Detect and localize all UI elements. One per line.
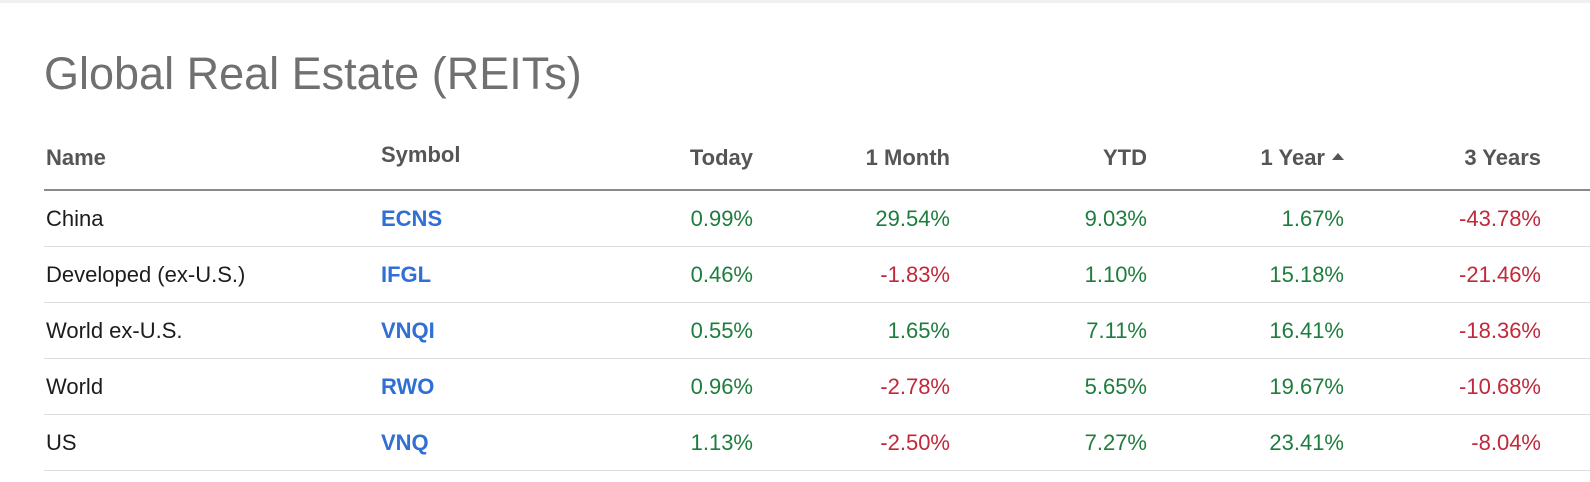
column-header-name[interactable]: Name [46, 144, 106, 170]
column-header-1-month[interactable]: 1 Month [865, 144, 950, 170]
row-ytd-value: 7.27% [1084, 429, 1147, 455]
column-header-1-year[interactable]: 1 Year [1261, 126, 1344, 189]
row-year1-value: 16.41% [1269, 317, 1344, 343]
row-today-value: 0.99% [690, 205, 753, 231]
table-header-row: Name Symbol Today 1 Month YTD 1 Year 3 Y… [44, 126, 1590, 191]
row-symbol-cell: RWO [381, 359, 434, 414]
row-symbol-cell: IFGL [381, 247, 431, 302]
row-symbol-cell: VNQ [381, 415, 429, 470]
row-today-value: 0.55% [690, 317, 753, 343]
row-year1-value: 23.41% [1269, 429, 1344, 455]
row-year3-value: -18.36% [1459, 317, 1541, 343]
symbol-link[interactable]: VNQI [381, 317, 435, 343]
column-header-3-years[interactable]: 3 Years [1464, 144, 1541, 170]
row-month-value: 1.65% [887, 317, 950, 343]
symbol-link[interactable]: ECNS [381, 205, 443, 231]
row-symbol-cell: ECNS [381, 191, 442, 246]
reits-table: Name Symbol Today 1 Month YTD 1 Year 3 Y… [44, 126, 1590, 471]
column-header-today[interactable]: Today [689, 144, 753, 170]
table-row: World RWO 0.96% -2.78% 5.65% 19.67% -10.68% [44, 359, 1590, 415]
row-year3-value: -8.04% [1471, 429, 1541, 455]
top-divider [0, 0, 1590, 3]
row-symbol-cell: VNQI [381, 303, 435, 358]
column-header-1-year-label: 1 Year [1260, 144, 1325, 170]
symbol-link[interactable]: VNQ [381, 429, 429, 455]
row-month-value: -2.78% [880, 373, 950, 399]
row-today-value: 0.96% [690, 373, 753, 399]
row-ytd-value: 5.65% [1084, 373, 1147, 399]
row-year3-value: -10.68% [1459, 373, 1541, 399]
row-month-value: -1.83% [880, 261, 950, 287]
symbol-link[interactable]: RWO [381, 373, 435, 399]
row-name: China [46, 205, 104, 231]
row-name: World [46, 373, 104, 399]
table-row: China ECNS 0.99% 29.54% 9.03% 1.67% -43.78% [44, 191, 1590, 247]
table-row: Developed (ex-U.S.) IFGL 0.46% -1.83% 1.10% 1… [44, 247, 1590, 303]
table-row: US VNQ 1.13% -2.50% 7.27% 23.41% -8.04% [44, 415, 1590, 471]
row-name: US [46, 429, 77, 455]
row-year1-value: 1.67% [1281, 205, 1344, 231]
row-ytd-value: 7.11% [1086, 317, 1147, 343]
section-title: Global Real Estate (REITs) [44, 48, 582, 99]
row-year3-value: -43.78% [1459, 205, 1541, 231]
symbol-link[interactable]: IFGL [381, 261, 432, 287]
row-ytd-value: 9.03% [1084, 205, 1147, 231]
row-year3-value: -21.46% [1459, 261, 1541, 287]
row-today-value: 1.13% [690, 429, 753, 455]
row-year1-value: 15.18% [1269, 261, 1344, 287]
column-header-ytd[interactable]: YTD [1103, 144, 1147, 170]
column-header-symbol[interactable]: Symbol [381, 141, 461, 167]
row-today-value: 0.46% [690, 261, 753, 287]
row-name: Developed (ex-U.S.) [46, 261, 246, 287]
row-month-value: -2.50% [880, 429, 950, 455]
table-row: World ex-U.S. VNQI 0.55% 1.65% 7.11% 16.41% -1… [44, 303, 1590, 359]
sort-up-arrow-icon [1332, 153, 1344, 160]
row-year1-value: 19.67% [1269, 373, 1344, 399]
row-month-value: 29.54% [875, 205, 950, 231]
table-body: China ECNS 0.99% 29.54% 9.03% 1.67% -43.78% Dev… [44, 191, 1590, 471]
row-name: World ex-U.S. [46, 317, 183, 343]
row-ytd-value: 1.10% [1084, 261, 1147, 287]
